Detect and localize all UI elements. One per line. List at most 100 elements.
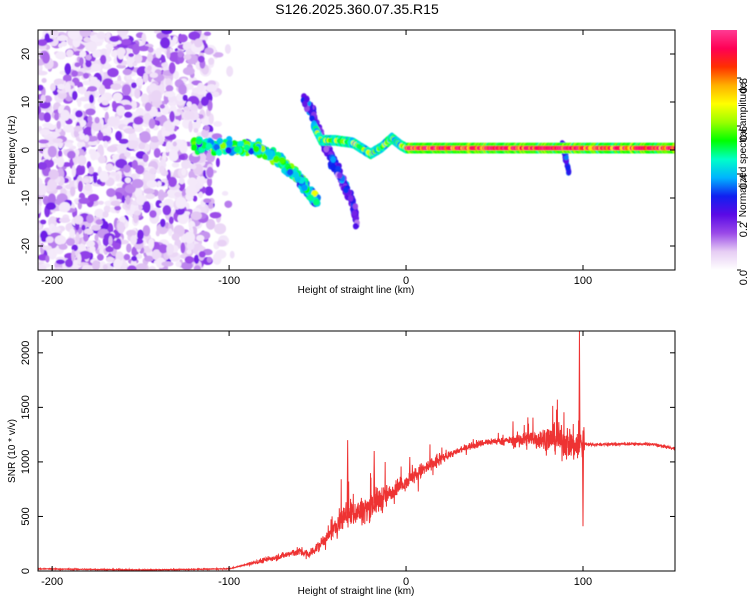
- spectrogram-branch-cell: [304, 96, 310, 103]
- spectrogram-noise-cell: [187, 177, 198, 187]
- spectrogram-noise-cell: [117, 221, 125, 234]
- spectrogram-branch-cell: [352, 203, 359, 210]
- spectrogram-noise-cell: [198, 176, 206, 185]
- snr-x-label: Height of straight line (km): [298, 586, 415, 597]
- spectrogram-noise-cell: [107, 116, 119, 127]
- spectrogram-noise-cell: [102, 264, 108, 270]
- spectrogram-noise-cell: [124, 127, 136, 134]
- spectrogram-noise-cell: [126, 229, 137, 237]
- spectrogram-noise-cell: [204, 47, 214, 55]
- colorbar-ticks: 0.0 0.2 0.4 0.6 0.8: [737, 77, 750, 285]
- spectrogram-noise-cell: [165, 78, 172, 86]
- spectrogram-noise-cell: [194, 254, 200, 264]
- spectrogram-noise-cell: [83, 228, 94, 235]
- spectrogram-noise-cell: [128, 53, 134, 58]
- spectrogram-noise-cell: [205, 84, 217, 93]
- spectrogram-noise-cell: [90, 224, 101, 231]
- spectrogram-noise-cell: [77, 99, 82, 107]
- spectrogram-noise-cell: [173, 70, 180, 80]
- spectrogram-noise-cell: [129, 156, 136, 161]
- spectrogram-noise-cell: [62, 124, 75, 133]
- spectrogram-noise-cell: [174, 191, 182, 198]
- spectrogram-noise-cell: [180, 242, 186, 254]
- spectrogram-noise-cell: [96, 31, 106, 40]
- spectrogram-noise-cell: [144, 255, 154, 262]
- spectrogram-signal-cell: [292, 171, 300, 179]
- spectrogram-noise-cell: [163, 91, 176, 98]
- spectrogram-noise-cell: [124, 151, 131, 158]
- spectrogram-branch-cell: [347, 195, 354, 202]
- spectrogram-noise-cell: [133, 127, 144, 133]
- spectrogram-noise-cell: [189, 164, 197, 170]
- spectrogram-noise-cell: [73, 125, 83, 132]
- spectrogram-noise-cell: [183, 54, 192, 60]
- spectrogram-noise-cell: [79, 96, 91, 102]
- spectrogram-noise-cell: [206, 176, 213, 187]
- colorbar-tick-label: 0.6: [738, 126, 750, 141]
- spectrogram-noise-cell: [77, 86, 87, 94]
- spectrogram-noise-cell: [102, 128, 112, 134]
- spectrogram-branch-cell: [330, 163, 337, 170]
- chart-title: S126.2025.360.07.35.R15: [275, 1, 439, 17]
- spectrogram-noise-cell: [147, 47, 154, 53]
- spectrogram-noise-cell: [64, 82, 71, 93]
- colorbar-tick-label: 0.2: [738, 222, 750, 237]
- spectrogram-noise-cell: [149, 210, 157, 218]
- spectrogram-noise-cell: [109, 36, 120, 42]
- spectrogram-noise-cell: [141, 32, 147, 45]
- spectrogram-noise-cell: [94, 233, 99, 242]
- snr-y-tick-label: 0: [20, 568, 32, 574]
- spectrogram-noise-cell: [156, 180, 162, 187]
- colorbar: 0.0 0.2 0.4 0.6 0.8 Normalized spectral ampl…: [711, 30, 750, 285]
- spectrogram-noise-cell: [165, 145, 170, 153]
- spectrogram-noise-cell: [110, 171, 118, 177]
- spectrogram-noise-cell: [45, 255, 50, 263]
- spectrogram-noise-cell: [112, 242, 122, 250]
- spectrogram-noise-cell: [51, 226, 61, 233]
- spectrogram-noise-cell: [97, 155, 106, 164]
- spectrogram-noise-cell: [135, 164, 145, 175]
- spectrogram-noise-cell: [151, 249, 162, 261]
- spectrogram-noise-cell: [62, 162, 71, 167]
- spectrogram-noise-cell: [127, 140, 138, 150]
- spectrogram-noise-cell: [124, 111, 133, 118]
- spectrogram-noise-cell: [178, 154, 186, 160]
- snr-peak-spikes: [346, 331, 585, 527]
- spectrogram-noise-cell: [40, 94, 46, 104]
- spectrogram-noise-cell: [181, 261, 193, 270]
- spectrogram-noise-cell: [132, 43, 140, 55]
- colorbar-tick-label: 0.0: [738, 270, 750, 285]
- spectrogram-noise-cell: [208, 57, 215, 65]
- spectrogram-noise-cell: [45, 202, 57, 210]
- spectrogram-noise-cell: [43, 112, 51, 123]
- spectrogram-noise-cell: [173, 150, 178, 156]
- spectrogram-noise-cell: [47, 145, 57, 158]
- spectrogram-noise-cell: [157, 192, 169, 198]
- spectrogram-noise-cell: [98, 84, 106, 95]
- snr-panel: -200 -100 0 100 0 500 1000 1500 2000 Height of …: [7, 330, 676, 597]
- spectrogram-noise-cell: [121, 38, 132, 46]
- spectrogram-noise-cell: [175, 261, 182, 268]
- spectrogram-noise-cell: [53, 78, 65, 86]
- spectrogram-noise-cell: [176, 93, 184, 102]
- spectrogram-noise-cell: [58, 150, 63, 158]
- spectrogram-noise-cell: [181, 168, 186, 176]
- spectrogram-signal-cell: [216, 137, 223, 145]
- spectrogram-noise-cell: [38, 235, 42, 247]
- spectrogram-noise-cell: [155, 230, 160, 237]
- spectrogram-noise-cell: [226, 65, 234, 77]
- spectrogram-signal-cell: [226, 140, 233, 147]
- spectrogram-noise-cell: [137, 45, 150, 52]
- spectrogram-noise-cell: [73, 215, 84, 225]
- spectrogram-noise-cell: [131, 82, 137, 89]
- spectrogram-noise-cell: [99, 248, 104, 255]
- spectrogram-noise-cell: [97, 131, 104, 141]
- spectrogram-noise-cell: [116, 105, 125, 116]
- spectrogram-noise-cell: [67, 150, 76, 159]
- spectrogram-branch-cell: [343, 186, 349, 194]
- spectrogram-noise-cell: [106, 256, 115, 263]
- spectrogram-noise-cell: [126, 265, 137, 270]
- spectrogram-noise-cell: [124, 184, 136, 194]
- spectrogram-noise-cell: [115, 130, 123, 141]
- spectrogram-noise-cell: [75, 110, 83, 118]
